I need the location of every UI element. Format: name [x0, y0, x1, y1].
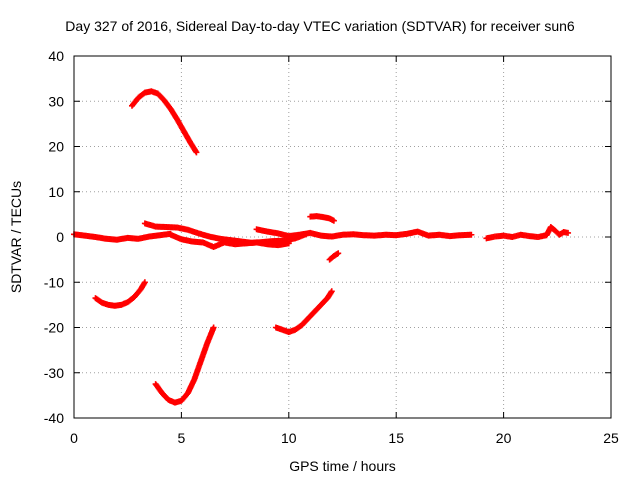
plot-frame	[73, 55, 612, 419]
x-tick-label: 5	[178, 430, 186, 446]
x-tick-label: 0	[70, 430, 78, 446]
y-tick-label: 30	[48, 93, 64, 109]
data-point	[328, 288, 335, 295]
data-series	[71, 88, 572, 406]
data-point	[468, 231, 475, 238]
y-tick-label: 0	[56, 229, 64, 245]
y-tick-label: 20	[48, 139, 64, 155]
x-tick-label: 20	[496, 430, 512, 446]
chart-title: Day 327 of 2016, Sidereal Day-to-day VTE…	[65, 18, 575, 34]
data-point	[210, 324, 217, 331]
y-tick-label: -20	[44, 320, 64, 336]
data-point	[285, 240, 292, 247]
x-tick-label: 10	[281, 430, 297, 446]
x-tick-label: 25	[603, 430, 619, 446]
series-arc-low-1	[92, 279, 148, 309]
series-short-lower	[326, 250, 342, 263]
y-tick-label: -10	[44, 274, 64, 290]
data-point	[141, 279, 148, 286]
y-tick-label: -30	[44, 365, 64, 381]
series-short-upper	[307, 213, 337, 224]
data-point	[335, 250, 342, 257]
data-point	[193, 149, 200, 156]
series-baseline-5	[483, 224, 572, 242]
y-axis-label: SDTVAR / TECUs	[8, 180, 24, 294]
series-arc-low-3	[272, 288, 335, 336]
series-baseline-2	[141, 220, 309, 246]
series-arc-high-1	[128, 88, 200, 156]
y-tick-label: 40	[48, 48, 64, 64]
axis-ticks: 0 5 10 15 20 25 -40 -30 -20 -10 0 10 20 30 40	[44, 48, 619, 446]
series-baseline-1	[71, 230, 174, 243]
series-arc-low-2	[152, 324, 217, 406]
y-tick-label: -40	[44, 410, 64, 426]
data-point	[330, 217, 337, 224]
x-tick-label: 15	[388, 430, 404, 446]
x-axis-label: GPS time / hours	[289, 458, 396, 474]
series-baseline-3	[167, 231, 292, 250]
y-tick-label: 10	[48, 184, 64, 200]
data-point	[565, 229, 572, 236]
series-baseline-4	[253, 226, 475, 240]
